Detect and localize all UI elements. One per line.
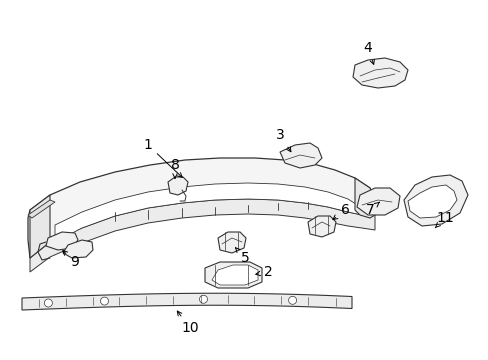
- Polygon shape: [30, 195, 50, 258]
- Polygon shape: [218, 232, 245, 253]
- Polygon shape: [307, 216, 335, 237]
- Polygon shape: [22, 293, 351, 310]
- Polygon shape: [30, 199, 374, 272]
- Text: 4: 4: [363, 41, 374, 64]
- Text: 8: 8: [170, 158, 179, 178]
- Polygon shape: [352, 58, 407, 88]
- Polygon shape: [280, 143, 321, 168]
- Text: 3: 3: [275, 128, 290, 152]
- Polygon shape: [28, 200, 55, 218]
- Circle shape: [288, 296, 296, 304]
- Circle shape: [199, 295, 207, 303]
- Polygon shape: [28, 158, 374, 258]
- Polygon shape: [403, 175, 467, 226]
- Polygon shape: [354, 178, 374, 218]
- Polygon shape: [204, 262, 262, 288]
- Polygon shape: [212, 265, 258, 285]
- Polygon shape: [407, 185, 456, 218]
- Circle shape: [101, 297, 108, 305]
- Text: 1: 1: [143, 138, 182, 177]
- Text: 7: 7: [365, 202, 379, 217]
- Text: 9: 9: [62, 251, 79, 269]
- Text: 10: 10: [177, 311, 199, 335]
- Polygon shape: [46, 232, 78, 250]
- Polygon shape: [168, 177, 187, 195]
- Text: 6: 6: [332, 203, 349, 220]
- Text: 2: 2: [255, 265, 272, 279]
- Polygon shape: [356, 188, 399, 215]
- Text: 5: 5: [235, 248, 249, 265]
- Polygon shape: [63, 240, 93, 258]
- Text: 11: 11: [434, 211, 453, 228]
- Polygon shape: [55, 183, 361, 242]
- Circle shape: [44, 299, 52, 307]
